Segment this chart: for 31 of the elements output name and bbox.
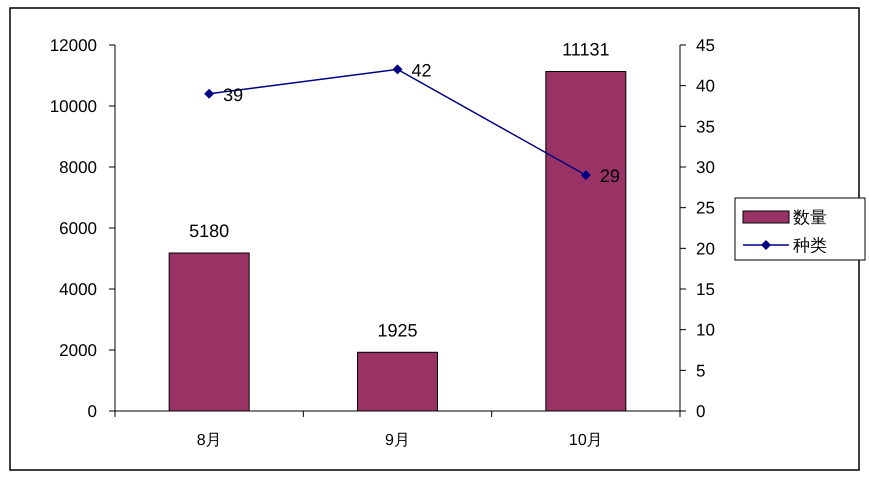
y-tick-label: 10000 — [50, 97, 97, 116]
y2-tick-label: 5 — [696, 361, 706, 380]
y-tick-label: 2000 — [59, 341, 97, 360]
data-label: 1925 — [377, 320, 418, 340]
y2-tick-label: 40 — [696, 76, 715, 96]
y-tick-label: 4000 — [59, 280, 97, 299]
point — [580, 170, 591, 180]
data-label: 11131 — [562, 40, 610, 60]
y2-tick-label: 10 — [696, 320, 715, 340]
x-tick-label: 8月 — [196, 432, 222, 449]
data-label: 39 — [223, 84, 244, 105]
y2-tick-label: 30 — [696, 158, 715, 177]
data-label: 5180 — [189, 221, 230, 242]
y2-tick-label: 20 — [696, 239, 715, 258]
y2-tick-label: 15 — [696, 280, 715, 299]
y2-tick-label: 0 — [696, 402, 706, 421]
y-tick-label: 12000 — [50, 36, 97, 55]
y2-tick-label: 25 — [696, 198, 715, 218]
x-tick-label: 9月 — [385, 432, 410, 449]
data-label: 29 — [600, 166, 620, 186]
y-tick-label: 0 — [88, 402, 97, 421]
point — [392, 64, 402, 74]
y2-tick-label: 35 — [696, 117, 715, 136]
y-tick-label: 8000 — [59, 158, 97, 177]
legend-label: 数量 — [793, 208, 827, 227]
y2-tick-label: 45 — [696, 36, 715, 55]
y-tick-label: 6000 — [59, 219, 97, 238]
point — [204, 88, 214, 99]
x-tick-label: 10月 — [568, 432, 603, 449]
data-label: 42 — [412, 60, 432, 80]
legend-label: 种类 — [793, 236, 827, 255]
